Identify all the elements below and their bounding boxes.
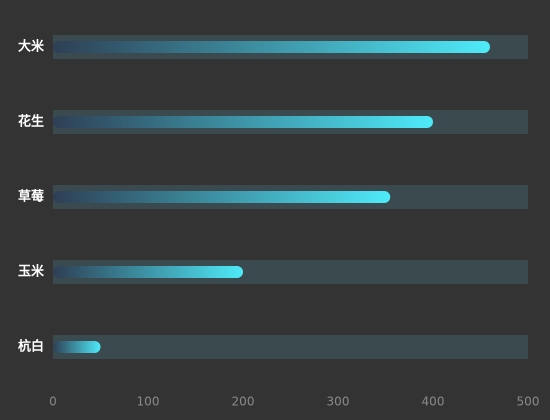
x-tick-label: 100: [137, 395, 160, 409]
x-tick-label: 200: [232, 395, 255, 409]
bar: [53, 191, 391, 203]
category-label: 花生: [18, 114, 44, 130]
bar: [53, 116, 433, 128]
x-tick-label: 400: [422, 395, 445, 409]
x-tick-label: 0: [49, 395, 57, 409]
category-label: 玉米: [18, 264, 45, 280]
bar: [53, 341, 101, 353]
bar: [53, 266, 243, 278]
x-tick-label: 300: [327, 395, 350, 409]
category-label: 草莓: [18, 189, 44, 205]
bar: [53, 41, 490, 53]
x-tick-label: 500: [517, 395, 540, 409]
category-label: 杭白: [18, 339, 44, 355]
bar-track: [53, 335, 528, 359]
category-label: 大米: [18, 39, 45, 55]
